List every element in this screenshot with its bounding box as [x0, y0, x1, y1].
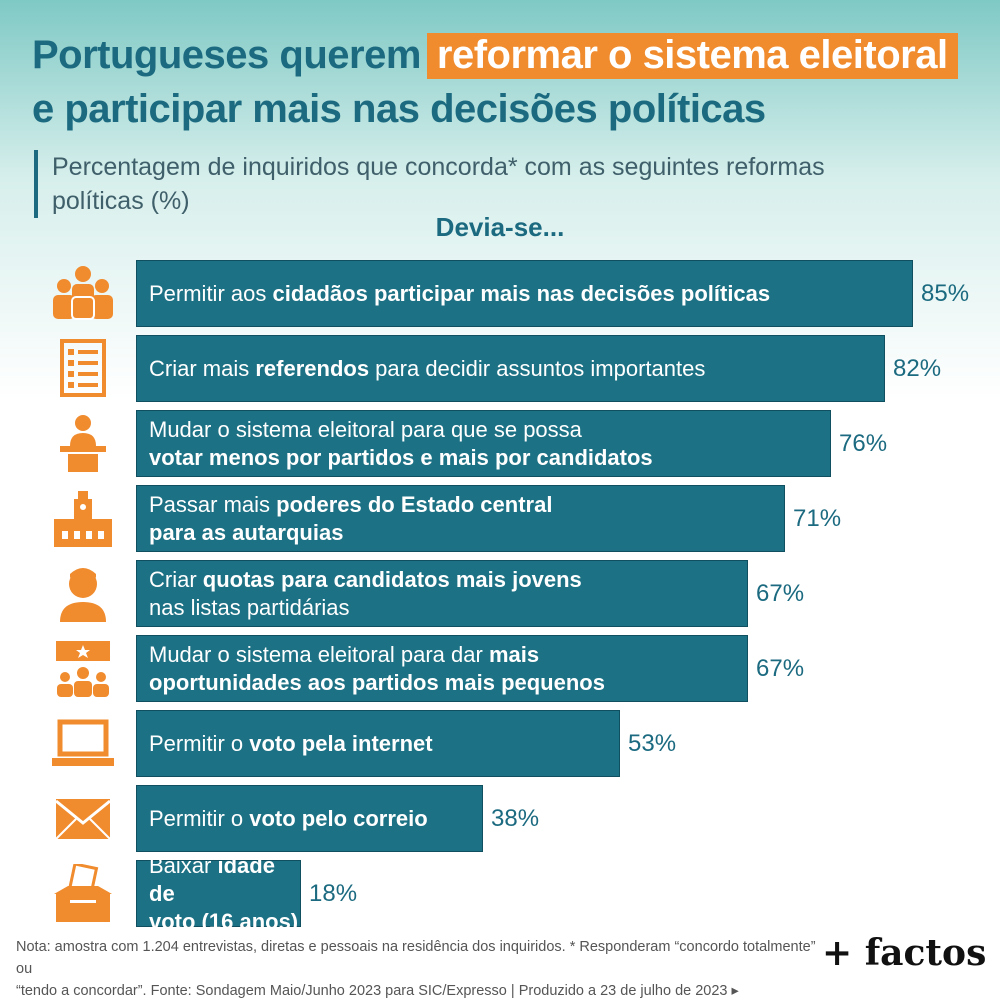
- town-hall-icon: [50, 489, 120, 549]
- bar-label-3: Mudar o sistema eleitoral para que se po…: [149, 416, 653, 472]
- bar-label-line: nas listas partidárias: [149, 594, 350, 620]
- value-label-3: 76%: [839, 430, 888, 457]
- bar-label-line: Mudar o sistema eleitoral para dar mais: [149, 641, 540, 667]
- chart-subtitle: Percentagem de inquiridos que concorda* …: [34, 150, 914, 218]
- bar-7: Permitir o voto pela internet: [136, 710, 620, 777]
- bar-2: Criar mais referendos para decidir assun…: [136, 335, 885, 402]
- bar-label-line: voto (16 anos): [149, 908, 299, 934]
- bar-label-6: Mudar o sistema eleitoral para dar mais o…: [149, 641, 605, 697]
- bar-label-line: Criar mais referendos para decidir assun…: [149, 355, 706, 381]
- bar-label-8: Permitir o voto pelo correio: [149, 805, 428, 833]
- bar-3: Mudar o sistema eleitoral para que se po…: [136, 410, 831, 477]
- value-label-8: 38%: [491, 805, 540, 832]
- value-label-5: 67%: [756, 580, 805, 607]
- bar-label-5: Criar quotas para candidatos mais jovens…: [149, 566, 582, 622]
- bar-label-line: Permitir aos cidadãos participar mais na…: [149, 280, 771, 306]
- bar-label-4: Passar mais poderes do Estado central par…: [149, 491, 552, 547]
- bar-5: Criar quotas para candidatos mais jovens…: [136, 560, 748, 627]
- footer-line-1: Nota: amostra com 1.204 entrevistas, dir…: [16, 939, 816, 977]
- bar-chart: Permitir aos cidadãos participar mais na…: [0, 255, 1000, 935]
- speaker-podium-icon: [50, 414, 120, 474]
- brand-logo: + factos: [822, 932, 987, 974]
- ballot-box-icon: [50, 862, 120, 924]
- party-banner-icon: [50, 639, 120, 699]
- bar-label-9: Baixar idade de voto (16 anos): [149, 852, 300, 936]
- bar-label-line: Permitir o voto pelo correio: [149, 805, 428, 831]
- group-icon: [50, 264, 120, 324]
- bar-label-line: para as autarquias: [149, 519, 344, 545]
- bar-label-line: Baixar idade de: [149, 852, 275, 906]
- value-label-1: 85%: [921, 280, 970, 307]
- bar-8: Permitir o voto pelo correio: [136, 785, 483, 852]
- value-label-9: 18%: [309, 880, 358, 907]
- value-label-7: 53%: [628, 730, 677, 757]
- title-highlight: reformar o sistema eleitoral: [426, 33, 958, 79]
- bar-label-7: Permitir o voto pela internet: [149, 730, 433, 758]
- chart-title: Portugueses querem reformar o sistema ele…: [32, 28, 982, 136]
- bar-label-line: Mudar o sistema eleitoral para que se po…: [149, 416, 582, 442]
- bar-label-line: oportunidades aos partidos mais pequenos: [149, 669, 605, 695]
- footer-line-2: “tendo a concordar”. Fonte: Sondagem Mai…: [16, 983, 739, 999]
- list-icon: [50, 339, 120, 399]
- bar-label-2: Criar mais referendos para decidir assun…: [149, 355, 705, 383]
- bar-1: Permitir aos cidadãos participar mais na…: [136, 260, 913, 327]
- bar-4: Passar mais poderes do Estado central par…: [136, 485, 785, 552]
- young-person-icon: [50, 564, 120, 624]
- bar-9: Baixar idade de voto (16 anos): [136, 853, 301, 934]
- title-part2: e participar mais nas decisões políticas: [32, 87, 766, 131]
- bar-label-line: votar menos por partidos e mais por cand…: [149, 444, 653, 470]
- laptop-icon: [50, 714, 120, 774]
- lead-text: Devia-se...: [435, 212, 565, 242]
- envelope-icon: [50, 789, 120, 849]
- bar-6: Mudar o sistema eleitoral para dar mais o…: [136, 635, 748, 702]
- value-label-6: 67%: [756, 655, 805, 682]
- value-label-4: 71%: [793, 505, 842, 532]
- bar-label-line: Passar mais poderes do Estado central: [149, 491, 553, 517]
- title-part1: Portugueses querem: [32, 33, 421, 77]
- footer-note: Nota: amostra com 1.204 entrevistas, dir…: [16, 936, 816, 1000]
- bar-label-line: Permitir o voto pela internet: [149, 730, 433, 756]
- bar-label-line: Criar quotas para candidatos mais jovens: [149, 566, 582, 592]
- bar-label-1: Permitir aos cidadãos participar mais na…: [149, 280, 770, 308]
- value-label-2: 82%: [893, 355, 942, 382]
